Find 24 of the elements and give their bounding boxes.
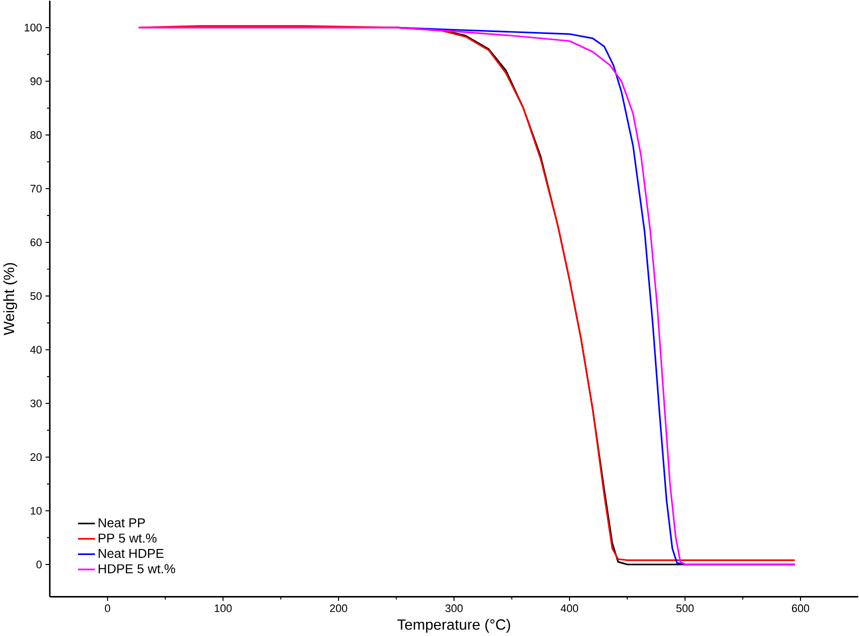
x-tick-label: 500 xyxy=(676,604,694,612)
y-tick-label: 50 xyxy=(30,292,42,300)
x-tick-label: 0 xyxy=(104,604,110,612)
y-tick-label: 100 xyxy=(24,24,42,32)
x-tick-label: 200 xyxy=(330,604,348,612)
x-tick-label: 600 xyxy=(792,604,810,612)
y-tick-label: 30 xyxy=(30,400,42,408)
x-tick-label: 300 xyxy=(445,604,463,612)
y-tick-label: 80 xyxy=(30,131,42,139)
y-tick-label: 90 xyxy=(30,77,42,86)
legend-label: Neat HDPE xyxy=(98,548,164,558)
y-tick-label: 0 xyxy=(36,560,42,568)
y-tick-label: 40 xyxy=(30,346,42,354)
legend-label: HDPE 5 wt.% xyxy=(98,564,176,574)
y-tick-label: 70 xyxy=(30,184,42,192)
y-tick-label: 20 xyxy=(30,453,42,461)
x-axis-title: Temperature (°C) xyxy=(397,618,510,633)
legend-label: Neat PP xyxy=(98,518,145,528)
legend-label: PP 5 wt.% xyxy=(98,534,157,543)
x-tick-label: 400 xyxy=(560,604,578,612)
y-axis-title: Weight (%) xyxy=(3,263,18,336)
x-tick-label: 100 xyxy=(214,604,232,612)
y-tick-label: 10 xyxy=(30,506,42,515)
y-tick-label: 60 xyxy=(30,238,42,246)
